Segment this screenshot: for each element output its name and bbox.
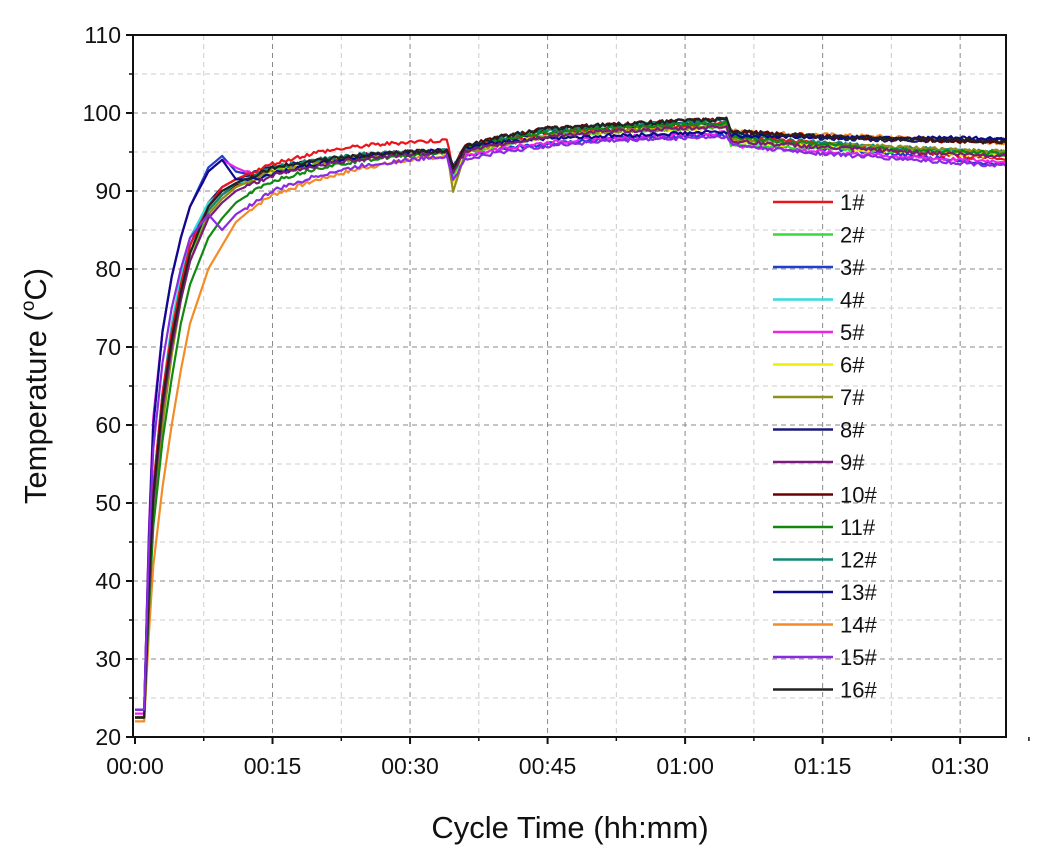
axis-ticks: 20 30 40 50 60 70 80 90 100 110 00:00 00:15 00:30 00:… <box>83 22 1030 779</box>
series-line-15 <box>135 134 1007 711</box>
series-line-13 <box>135 129 1007 711</box>
legend-label: 14# <box>840 613 877 638</box>
y-tick-label: 40 <box>95 568 121 594</box>
x-tick-label: 01:00 <box>656 753 714 779</box>
legend-item: 3# <box>773 255 865 280</box>
x-tick-label: 01:15 <box>794 753 852 779</box>
legend-label: 16# <box>840 678 877 703</box>
legend-label: 11# <box>840 515 876 540</box>
legend-item: 8# <box>773 418 865 443</box>
legend-label: 13# <box>840 580 877 605</box>
y-axis-title-sup: o <box>18 301 39 312</box>
legend-item: 2# <box>773 223 865 248</box>
legend-label: 4# <box>840 288 865 313</box>
y-tick-label: 110 <box>84 22 121 48</box>
y-axis-title-end: C) <box>18 268 53 301</box>
y-tick-label: 100 <box>83 100 121 126</box>
legend-item: 12# <box>773 548 877 573</box>
legend: 1# 2# 3# 4# 5# 6# 7# 8# 9# 10# 11# 12# 13# 14# 15# 16# <box>773 190 877 703</box>
y-tick-label: 60 <box>95 412 121 438</box>
y-tick-label: 20 <box>95 724 121 750</box>
x-tick-label: 00:00 <box>106 753 164 779</box>
y-tick-label: 90 <box>95 178 121 204</box>
y-tick-label: 80 <box>95 256 121 282</box>
legend-label: 9# <box>840 450 865 475</box>
y-axis-title: Temperature (oC) <box>18 268 53 504</box>
legend-item: 16# <box>773 678 877 703</box>
legend-item: 10# <box>773 483 877 508</box>
legend-label: 1# <box>840 190 865 215</box>
legend-label: 8# <box>840 418 865 443</box>
legend-item: 1# <box>773 190 865 215</box>
legend-label: 15# <box>840 645 877 670</box>
x-tick-label: 00:30 <box>381 753 439 779</box>
legend-item: 9# <box>773 450 865 475</box>
legend-label: 3# <box>840 255 865 280</box>
legend-item: 5# <box>773 320 865 345</box>
legend-label: 7# <box>840 385 865 410</box>
legend-item: 13# <box>773 580 877 605</box>
x-axis-title: Cycle Time (hh:mm) <box>431 810 708 845</box>
legend-item: 6# <box>773 353 865 378</box>
series-line-9 <box>135 124 1007 719</box>
x-tick-label: 00:45 <box>519 753 577 779</box>
y-axis-title-main: Temperature ( <box>18 310 53 504</box>
legend-label: 10# <box>840 483 877 508</box>
legend-item: 4# <box>773 288 865 313</box>
legend-label: 5# <box>840 320 865 345</box>
legend-item: 15# <box>773 645 877 670</box>
grid <box>133 35 1006 737</box>
legend-item: 7# <box>773 385 865 410</box>
legend-label: 12# <box>840 548 877 573</box>
legend-item: 14# <box>773 613 877 638</box>
legend-item: 11# <box>773 515 876 540</box>
y-tick-label: 30 <box>95 646 121 672</box>
legend-label: 2# <box>840 223 865 248</box>
x-tick-label: 00:15 <box>244 753 302 779</box>
y-tick-label: 70 <box>95 334 121 360</box>
y-tick-label: 50 <box>95 490 121 516</box>
legend-label: 6# <box>840 353 865 378</box>
x-tick-label: 01:30 <box>931 753 989 779</box>
series-lines <box>135 116 1007 723</box>
series-line-16 <box>135 116 1007 719</box>
